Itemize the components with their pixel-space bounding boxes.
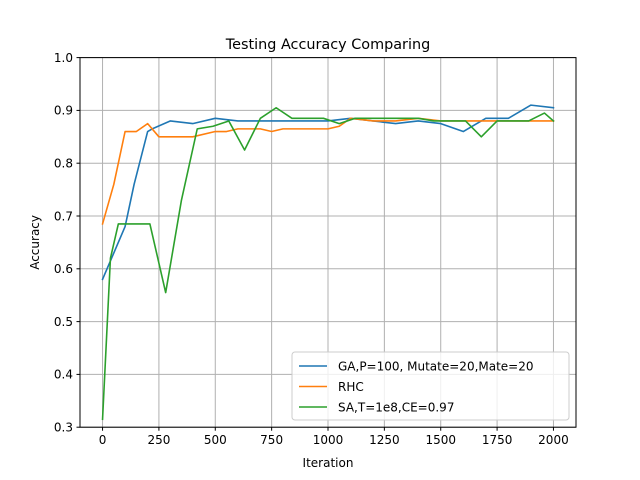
y-tick-label: 0.4 (54, 368, 73, 382)
y-tick-label: 0.3 (54, 421, 73, 435)
series-lines (101, 104, 555, 421)
legend-label: SA,T=1e8,CE=0.97 (338, 400, 454, 414)
x-tick-label: 1750 (482, 433, 513, 447)
x-tick-label: 500 (204, 433, 227, 447)
y-tick-label: 0.9 (54, 104, 73, 118)
x-tick-label: 1500 (425, 433, 456, 447)
series-line-2 (101, 106, 555, 421)
legend-box (291, 351, 570, 421)
y-axis-ticks: 0.3 0.4 0.5 0.6 0.7 0.8 0.9 1.0 (54, 51, 80, 435)
x-tick-label: 1250 (369, 433, 400, 447)
y-axis-label: Accuracy (28, 215, 42, 270)
x-axis-label: Iteration (303, 456, 354, 470)
y-tick-label: 0.7 (54, 209, 73, 223)
y-tick-label: 1.0 (54, 51, 73, 65)
legend-label: GA,P=100, Mutate=20,Mate=20 (338, 359, 534, 373)
chart-title: Testing Accuracy Comparing (225, 37, 430, 53)
y-tick-label: 0.8 (54, 157, 73, 171)
x-axis-ticks: 0 250 500 750 1000 1250 1500 1750 2000 (99, 427, 569, 447)
series-line-0 (101, 104, 555, 281)
legend-label: RHC (338, 380, 364, 394)
x-tick-label: 2000 (538, 433, 569, 447)
x-tick-label: 750 (260, 433, 283, 447)
y-tick-label: 0.6 (54, 262, 73, 276)
x-tick-label: 0 (99, 433, 107, 447)
x-tick-label: 250 (147, 433, 170, 447)
legend: GA,P=100, Mutate=20,Mate=20 RHC SA,T=1e8,C… (291, 351, 570, 421)
x-tick-label: 1000 (313, 433, 344, 447)
y-tick-label: 0.5 (54, 315, 73, 329)
